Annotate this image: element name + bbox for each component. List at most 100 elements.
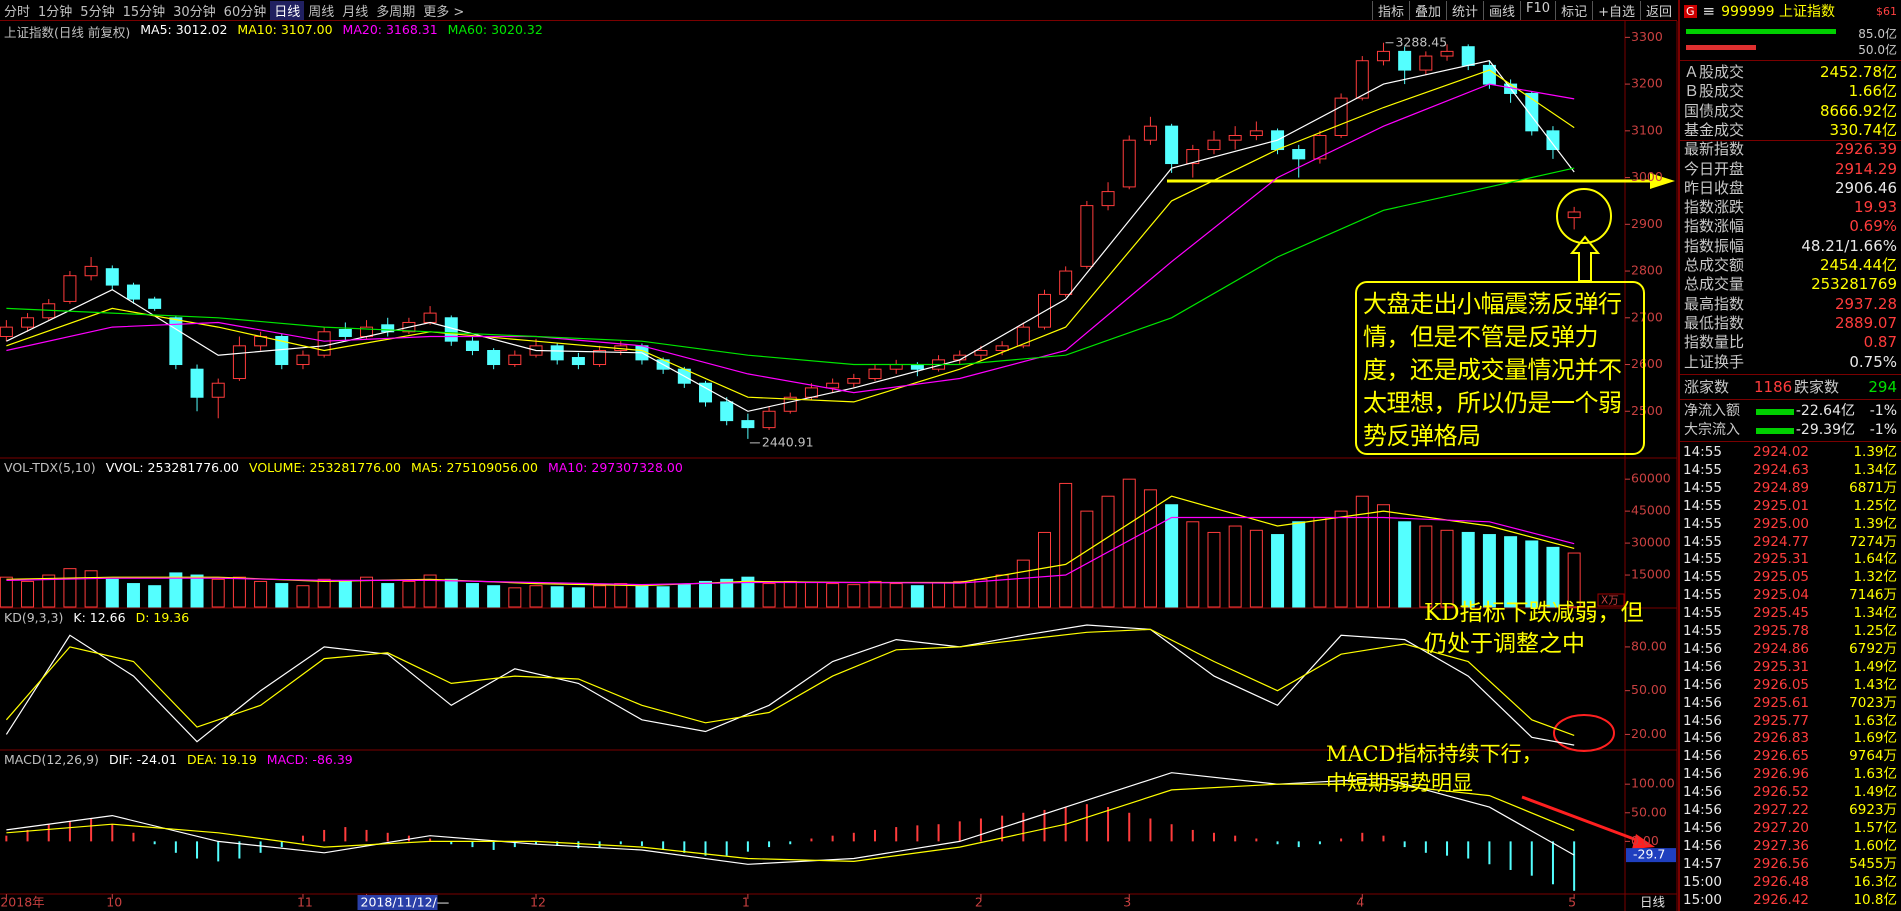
volume-bar [402, 580, 416, 608]
period-tab[interactable]: 周线 [308, 4, 335, 20]
annotation: KD指标下跌减弱，但仍处于调整之中 [1424, 600, 1644, 657]
period-tab[interactable]: 分时 [4, 4, 31, 20]
tick-price: 2926.56 [1753, 855, 1809, 872]
breadth-row: 涨家数 1186 跌家数 294 [1684, 378, 1897, 397]
quote-label: 指数量比 [1684, 333, 1745, 352]
quote-label: 今日开盘 [1684, 159, 1745, 178]
callout-arrow [1569, 235, 1601, 282]
quote-label: Ａ股成交 [1684, 63, 1745, 81]
tick-row: 14:55 2925.00 1.39亿 [1683, 515, 1897, 533]
tool-button[interactable]: 指标 [1371, 0, 1409, 20]
tick-price: 2924.77 [1753, 533, 1809, 550]
tool-button[interactable]: 统计 [1446, 0, 1483, 20]
legend-item: VVOL: 253281776.00 [105, 460, 240, 475]
ma-line [6, 783, 1575, 863]
quote-value: 2452.78亿 [1819, 63, 1897, 81]
tick-volume: 1.39亿 [1853, 444, 1897, 460]
quote-row: 总成交额 2454.44亿 [1684, 256, 1897, 275]
volume-bar [1165, 504, 1179, 608]
volume-bar [126, 583, 140, 608]
volume-header: VOL-TDX(5,10) VVOL: 253281776.00 VOLUME: 2… [4, 460, 683, 475]
period-tab[interactable]: 1分钟 [38, 4, 73, 20]
quote-row: 总成交量 253281769 [1684, 275, 1897, 294]
period-tab[interactable]: 月线 [342, 4, 369, 20]
period-tab[interactable]: 15分钟 [122, 4, 166, 20]
volume-bar [338, 580, 352, 608]
toolbar: 分时 1分钟 5分钟 15分钟 30分钟 60分钟 日线 周线 月线 多周期 更多 > 指标 叠加 统计… [0, 0, 1677, 21]
ratio-bar [1686, 29, 1836, 34]
flow-value: -22.64亿 [1795, 403, 1855, 419]
candle-body [232, 345, 246, 380]
period-tab[interactable]: 60分钟 [223, 4, 267, 20]
kd-header: KD(9,3,3) K: 12.66 D: 19.36 [4, 610, 189, 625]
candle-body [571, 357, 585, 366]
tick-row: 15:00 2926.42 10.8亿 [1683, 891, 1897, 909]
volume-bar [296, 585, 310, 608]
flow-label: 净流入额 [1684, 403, 1740, 419]
tick-price: 2925.04 [1753, 587, 1809, 604]
breadth-label: 跌家数 [1794, 378, 1840, 396]
ma-line [5, 628, 1575, 736]
quote-value: 330.74亿 [1829, 120, 1898, 139]
quote-value: 8666.92亿 [1819, 101, 1897, 120]
tick-row: 14:56 2926.83 1.69亿 [1683, 729, 1897, 747]
trend-arrow-head [1632, 834, 1655, 849]
candle-body [126, 284, 140, 300]
tool-button[interactable]: 返回 [1639, 0, 1677, 20]
quote-label: 昨日收盘 [1684, 178, 1745, 197]
value-marker-label: -29.7 [1633, 847, 1665, 862]
tool-button[interactable]: +自选 [1592, 0, 1640, 20]
volume-bar [762, 583, 776, 608]
tool-button[interactable]: F10 [1520, 0, 1555, 20]
volume-bar [190, 574, 204, 608]
tick-row: 14:55 2925.45 1.34亿 [1683, 604, 1897, 622]
x-tick-label: 10 [106, 895, 122, 910]
period-tab[interactable]: 30分钟 [173, 4, 216, 20]
menu-icon[interactable]: ≡ [1702, 2, 1716, 20]
ma-line [6, 772, 1575, 865]
tool-button[interactable]: 画线 [1483, 0, 1520, 20]
quote-value: 2454.44亿 [1819, 256, 1897, 274]
tool-button[interactable]: 叠加 [1408, 0, 1446, 20]
tick-price: 2926.65 [1753, 748, 1809, 765]
tool-button[interactable]: 标记 [1555, 0, 1592, 20]
quote-row: 指数振幅 48.21/1.66% [1684, 237, 1897, 256]
volume-bar [1482, 534, 1496, 608]
quote-row: 最低指数 2889.07 [1684, 314, 1897, 333]
x-tick-highlight [357, 895, 438, 910]
breadth-value: 1186 [1754, 378, 1793, 396]
y-tick-label: 2700 [1631, 309, 1663, 324]
extreme-label: 2440.91 [762, 434, 814, 449]
tick-time: 14:55 [1683, 515, 1722, 532]
flow-label: 大宗流入 [1684, 422, 1740, 438]
candle-body [465, 340, 479, 352]
period-tab[interactable]: 更多 > [423, 4, 465, 20]
quote-value: 253281769 [1811, 275, 1897, 294]
period-tab[interactable]: 多周期 [376, 4, 416, 20]
tick-price: 2927.36 [1753, 837, 1809, 854]
volume-bar [1059, 482, 1073, 608]
candle-body [1419, 55, 1433, 71]
volume-bar [1546, 546, 1560, 608]
period-tab[interactable]: 日线 [270, 0, 305, 20]
tick-price: 2924.63 [1753, 461, 1809, 478]
tick-time: 14:55 [1683, 479, 1722, 496]
volume-bar [1440, 529, 1454, 608]
volume-bar [699, 580, 713, 608]
candle-body [296, 354, 310, 366]
candle-body [1207, 139, 1221, 151]
tick-volume: 1.25亿 [1853, 623, 1897, 639]
candle-body [1525, 92, 1539, 132]
annotation: MACD指标持续下行，中短期弱势明显 [1326, 742, 1543, 795]
tick-time: 14:56 [1683, 748, 1722, 765]
quote-value: 48.21/1.66% [1801, 236, 1897, 255]
x-tick-label: 2 [975, 895, 983, 910]
candle-body [63, 275, 77, 302]
volume-bar [465, 583, 479, 608]
quote-label: 总成交量 [1684, 275, 1745, 294]
volume-bar [847, 584, 861, 608]
period-tab[interactable]: 5分钟 [80, 4, 115, 20]
volume-bar [1567, 552, 1581, 608]
ma-line [6, 69, 1575, 403]
tick-price: 2926.52 [1753, 784, 1809, 801]
